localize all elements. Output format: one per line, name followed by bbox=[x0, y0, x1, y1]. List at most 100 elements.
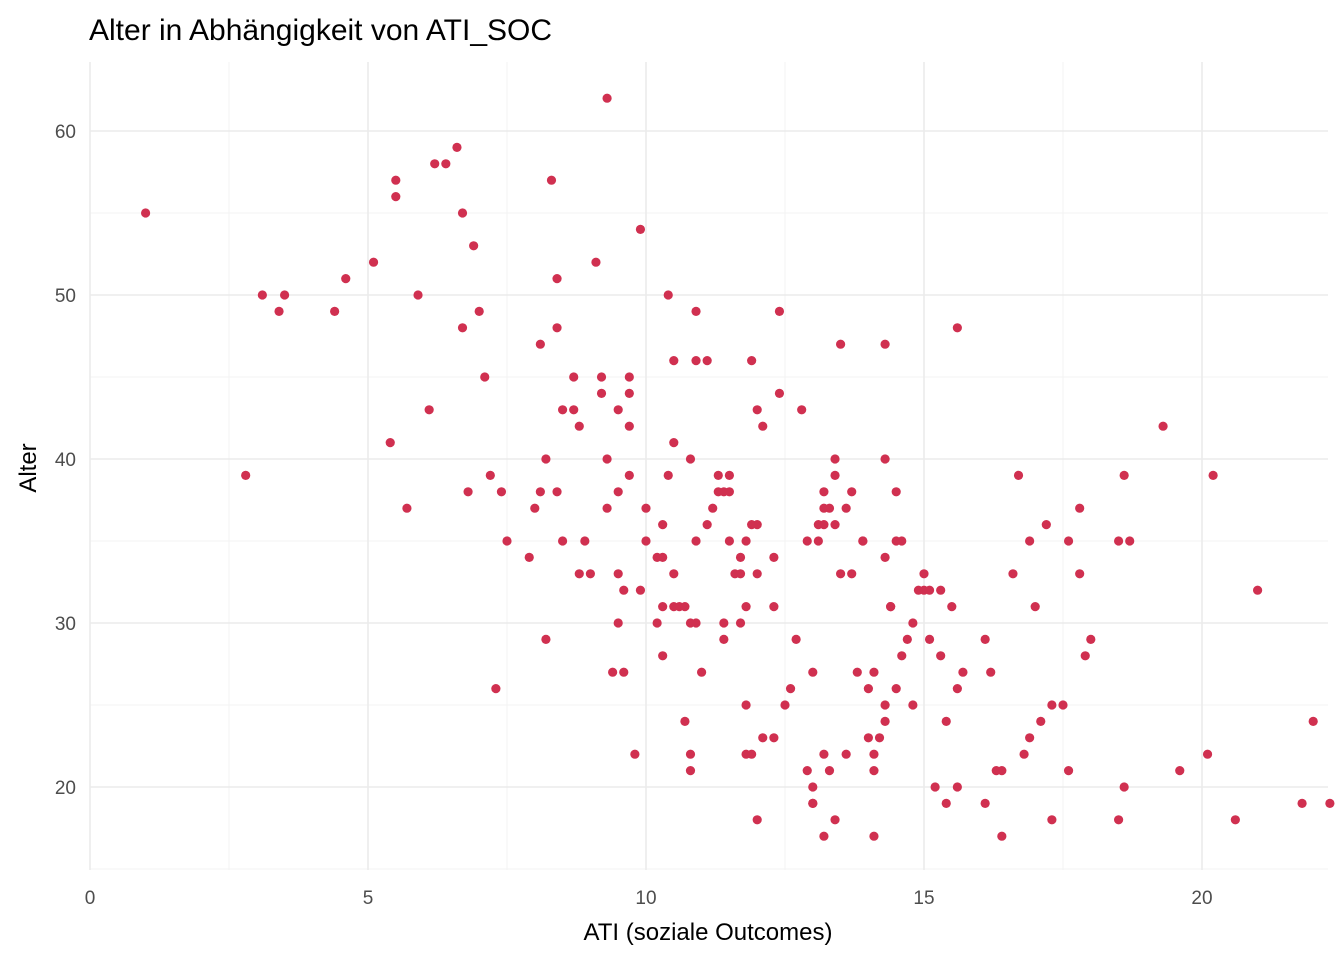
x-axis-ticks: 0 5 10 15 20 bbox=[85, 888, 1213, 909]
x-tick-label: 5 bbox=[363, 888, 374, 909]
scatter-point bbox=[1253, 585, 1263, 595]
scatter-point bbox=[952, 684, 962, 694]
scatter-point bbox=[1063, 536, 1074, 546]
scatter-point bbox=[1030, 602, 1040, 612]
scatter-point bbox=[680, 602, 690, 612]
scatter-point bbox=[1008, 569, 1018, 579]
scatter-point bbox=[852, 667, 862, 677]
scatter-point bbox=[952, 323, 962, 333]
scatter-point bbox=[735, 569, 746, 579]
scatter-point bbox=[791, 634, 801, 645]
scatter-point bbox=[613, 569, 623, 579]
scatter-point bbox=[658, 520, 668, 530]
scatter-point bbox=[685, 749, 696, 759]
scatter-point bbox=[1119, 782, 1129, 792]
scatter-point bbox=[624, 421, 634, 431]
scatter-point bbox=[702, 356, 712, 366]
scatter-point bbox=[819, 520, 829, 530]
scatter-point bbox=[635, 224, 646, 234]
scatter-point bbox=[808, 782, 818, 792]
scatter-point bbox=[891, 487, 901, 497]
scatter-point bbox=[802, 536, 812, 546]
scatter-point bbox=[1080, 651, 1090, 661]
scatter-point bbox=[630, 749, 640, 759]
scatter-point bbox=[569, 405, 579, 415]
y-tick-label: 40 bbox=[55, 450, 76, 471]
scatter-point bbox=[741, 602, 751, 612]
scatter-point bbox=[697, 667, 707, 677]
scatter-point bbox=[1013, 470, 1024, 480]
scatter-point bbox=[385, 438, 395, 448]
scatter-point bbox=[874, 733, 885, 743]
scatter-point bbox=[819, 749, 829, 759]
scatter-point bbox=[546, 175, 557, 185]
scatter-point bbox=[952, 782, 962, 792]
scatter-point bbox=[613, 487, 623, 497]
scatter-point bbox=[635, 585, 646, 595]
scatter-point bbox=[652, 618, 662, 628]
scatter-point bbox=[602, 503, 612, 513]
scatter-point bbox=[1114, 536, 1124, 546]
scatter-point bbox=[619, 667, 629, 677]
y-tick-label: 20 bbox=[55, 778, 76, 799]
scatter-point bbox=[1025, 536, 1035, 546]
scatter-point bbox=[580, 536, 590, 546]
scatter-point bbox=[496, 487, 507, 497]
scatter-point bbox=[841, 503, 851, 513]
scatter-point bbox=[1063, 766, 1074, 776]
scatter-point bbox=[947, 602, 957, 612]
scatter-point bbox=[330, 306, 340, 316]
scatter-point bbox=[685, 766, 696, 776]
scatter-point bbox=[1036, 716, 1046, 727]
scatter-point bbox=[441, 159, 451, 169]
scatter-point bbox=[591, 257, 601, 267]
scatter-point bbox=[680, 716, 690, 727]
scatter-point bbox=[502, 536, 512, 546]
scatter-point bbox=[691, 618, 701, 628]
scatter-point bbox=[624, 388, 634, 398]
scatter-point bbox=[658, 552, 668, 563]
scatter-point bbox=[574, 421, 584, 431]
scatter-point bbox=[280, 290, 290, 300]
x-tick-label: 0 bbox=[85, 888, 96, 909]
scatter-point bbox=[641, 536, 651, 546]
scatter-point bbox=[368, 257, 379, 267]
x-tick-label: 10 bbox=[635, 888, 656, 909]
scatter-point bbox=[758, 733, 768, 743]
scatter-point bbox=[1158, 421, 1168, 431]
scatter-point bbox=[1114, 815, 1124, 825]
scatter-point bbox=[658, 651, 668, 661]
scatter-point bbox=[908, 618, 918, 628]
scatter-point bbox=[463, 487, 473, 497]
scatter-point bbox=[774, 388, 785, 398]
scatter-point bbox=[391, 175, 401, 185]
scatter-point bbox=[880, 716, 890, 727]
scatter-point bbox=[552, 323, 562, 333]
x-tick-label: 15 bbox=[913, 888, 934, 909]
scatter-point bbox=[402, 503, 412, 513]
scatter-point bbox=[824, 766, 835, 776]
scatter-point bbox=[830, 815, 840, 825]
scatter-point bbox=[897, 536, 907, 546]
scatter-point bbox=[869, 667, 879, 677]
scatter-point bbox=[863, 733, 874, 743]
scatter-point bbox=[663, 290, 673, 300]
scatter-point bbox=[830, 470, 840, 480]
scatter-point bbox=[941, 798, 951, 809]
scatter-point bbox=[869, 749, 879, 759]
scatter-point bbox=[886, 602, 896, 612]
scatter-point bbox=[341, 274, 351, 284]
scatter-point bbox=[1325, 798, 1335, 809]
scatter-point bbox=[257, 290, 267, 300]
scatter-point bbox=[1297, 798, 1307, 809]
scatter-point bbox=[480, 372, 490, 382]
scatter-point bbox=[719, 634, 729, 645]
scatter-point bbox=[841, 749, 851, 759]
scatter-point bbox=[752, 569, 762, 579]
scatter-point bbox=[869, 831, 879, 841]
scatter-point bbox=[391, 192, 401, 202]
scatter-point bbox=[897, 651, 907, 661]
scatter-point bbox=[847, 569, 857, 579]
scatter-point bbox=[691, 356, 701, 366]
scatter-point bbox=[613, 618, 623, 628]
